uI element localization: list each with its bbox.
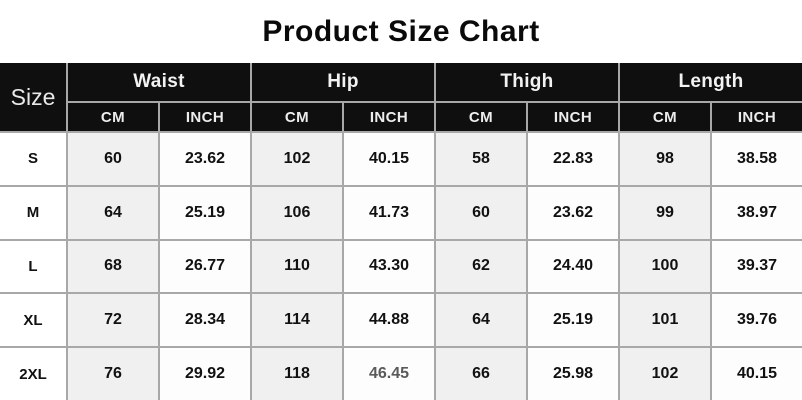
value-cell: 64 bbox=[68, 186, 158, 239]
value-cell: 28.34 bbox=[160, 294, 250, 347]
value-cell: 39.76 bbox=[712, 294, 802, 347]
value-cell: 25.19 bbox=[528, 294, 618, 347]
value-cell: 39.37 bbox=[712, 240, 802, 293]
value-cell: 25.19 bbox=[160, 186, 250, 239]
value-cell: 62 bbox=[436, 240, 526, 293]
value-cell: 40.15 bbox=[344, 133, 434, 185]
unit-header-inch: INCH bbox=[160, 103, 250, 131]
size-chart-table: Size Waist Hip Thigh Length CM INCH CM I… bbox=[0, 63, 802, 400]
unit-header-cm: CM bbox=[68, 103, 158, 131]
value-cell: 38.97 bbox=[712, 186, 802, 239]
value-cell: 23.62 bbox=[160, 133, 250, 185]
size-label-cell: M bbox=[0, 186, 66, 239]
value-cell: 110 bbox=[252, 240, 342, 293]
value-cell: 58 bbox=[436, 133, 526, 185]
value-cell: 76 bbox=[68, 348, 158, 400]
value-cell: 40.15 bbox=[712, 348, 802, 400]
unit-header-inch: INCH bbox=[344, 103, 434, 131]
group-header-length: Length bbox=[620, 63, 802, 101]
value-cell: 60 bbox=[68, 133, 158, 185]
unit-header-inch: INCH bbox=[712, 103, 802, 131]
page-title: Product Size Chart bbox=[262, 14, 540, 48]
value-cell: 99 bbox=[620, 186, 710, 239]
value-cell: 114 bbox=[252, 294, 342, 347]
value-cell: 25.98 bbox=[528, 348, 618, 400]
value-cell: 68 bbox=[68, 240, 158, 293]
value-cell: 101 bbox=[620, 294, 710, 347]
value-cell: 72 bbox=[68, 294, 158, 347]
value-cell: 44.88 bbox=[344, 294, 434, 347]
unit-header-cm: CM bbox=[436, 103, 526, 131]
size-column-header: Size bbox=[0, 63, 66, 131]
group-header-waist: Waist bbox=[68, 63, 250, 101]
value-cell: 22.83 bbox=[528, 133, 618, 185]
value-cell: 46.45 bbox=[344, 348, 434, 400]
unit-header-cm: CM bbox=[620, 103, 710, 131]
value-cell: 102 bbox=[252, 133, 342, 185]
size-label-cell: XL bbox=[0, 294, 66, 347]
size-label-cell: L bbox=[0, 240, 66, 293]
value-cell: 29.92 bbox=[160, 348, 250, 400]
value-cell: 100 bbox=[620, 240, 710, 293]
value-cell: 43.30 bbox=[344, 240, 434, 293]
value-cell: 24.40 bbox=[528, 240, 618, 293]
group-header-thigh: Thigh bbox=[436, 63, 618, 101]
value-cell: 98 bbox=[620, 133, 710, 185]
value-cell: 66 bbox=[436, 348, 526, 400]
value-cell: 106 bbox=[252, 186, 342, 239]
value-cell: 26.77 bbox=[160, 240, 250, 293]
unit-header-inch: INCH bbox=[528, 103, 618, 131]
value-cell: 60 bbox=[436, 186, 526, 239]
value-cell: 38.58 bbox=[712, 133, 802, 185]
size-label-cell: 2XL bbox=[0, 348, 66, 400]
value-cell: 23.62 bbox=[528, 186, 618, 239]
group-header-hip: Hip bbox=[252, 63, 434, 101]
value-cell: 64 bbox=[436, 294, 526, 347]
title-bar: Product Size Chart bbox=[0, 0, 802, 63]
size-label-cell: S bbox=[0, 133, 66, 185]
unit-header-cm: CM bbox=[252, 103, 342, 131]
value-cell: 41.73 bbox=[344, 186, 434, 239]
value-cell: 118 bbox=[252, 348, 342, 400]
value-cell: 102 bbox=[620, 348, 710, 400]
